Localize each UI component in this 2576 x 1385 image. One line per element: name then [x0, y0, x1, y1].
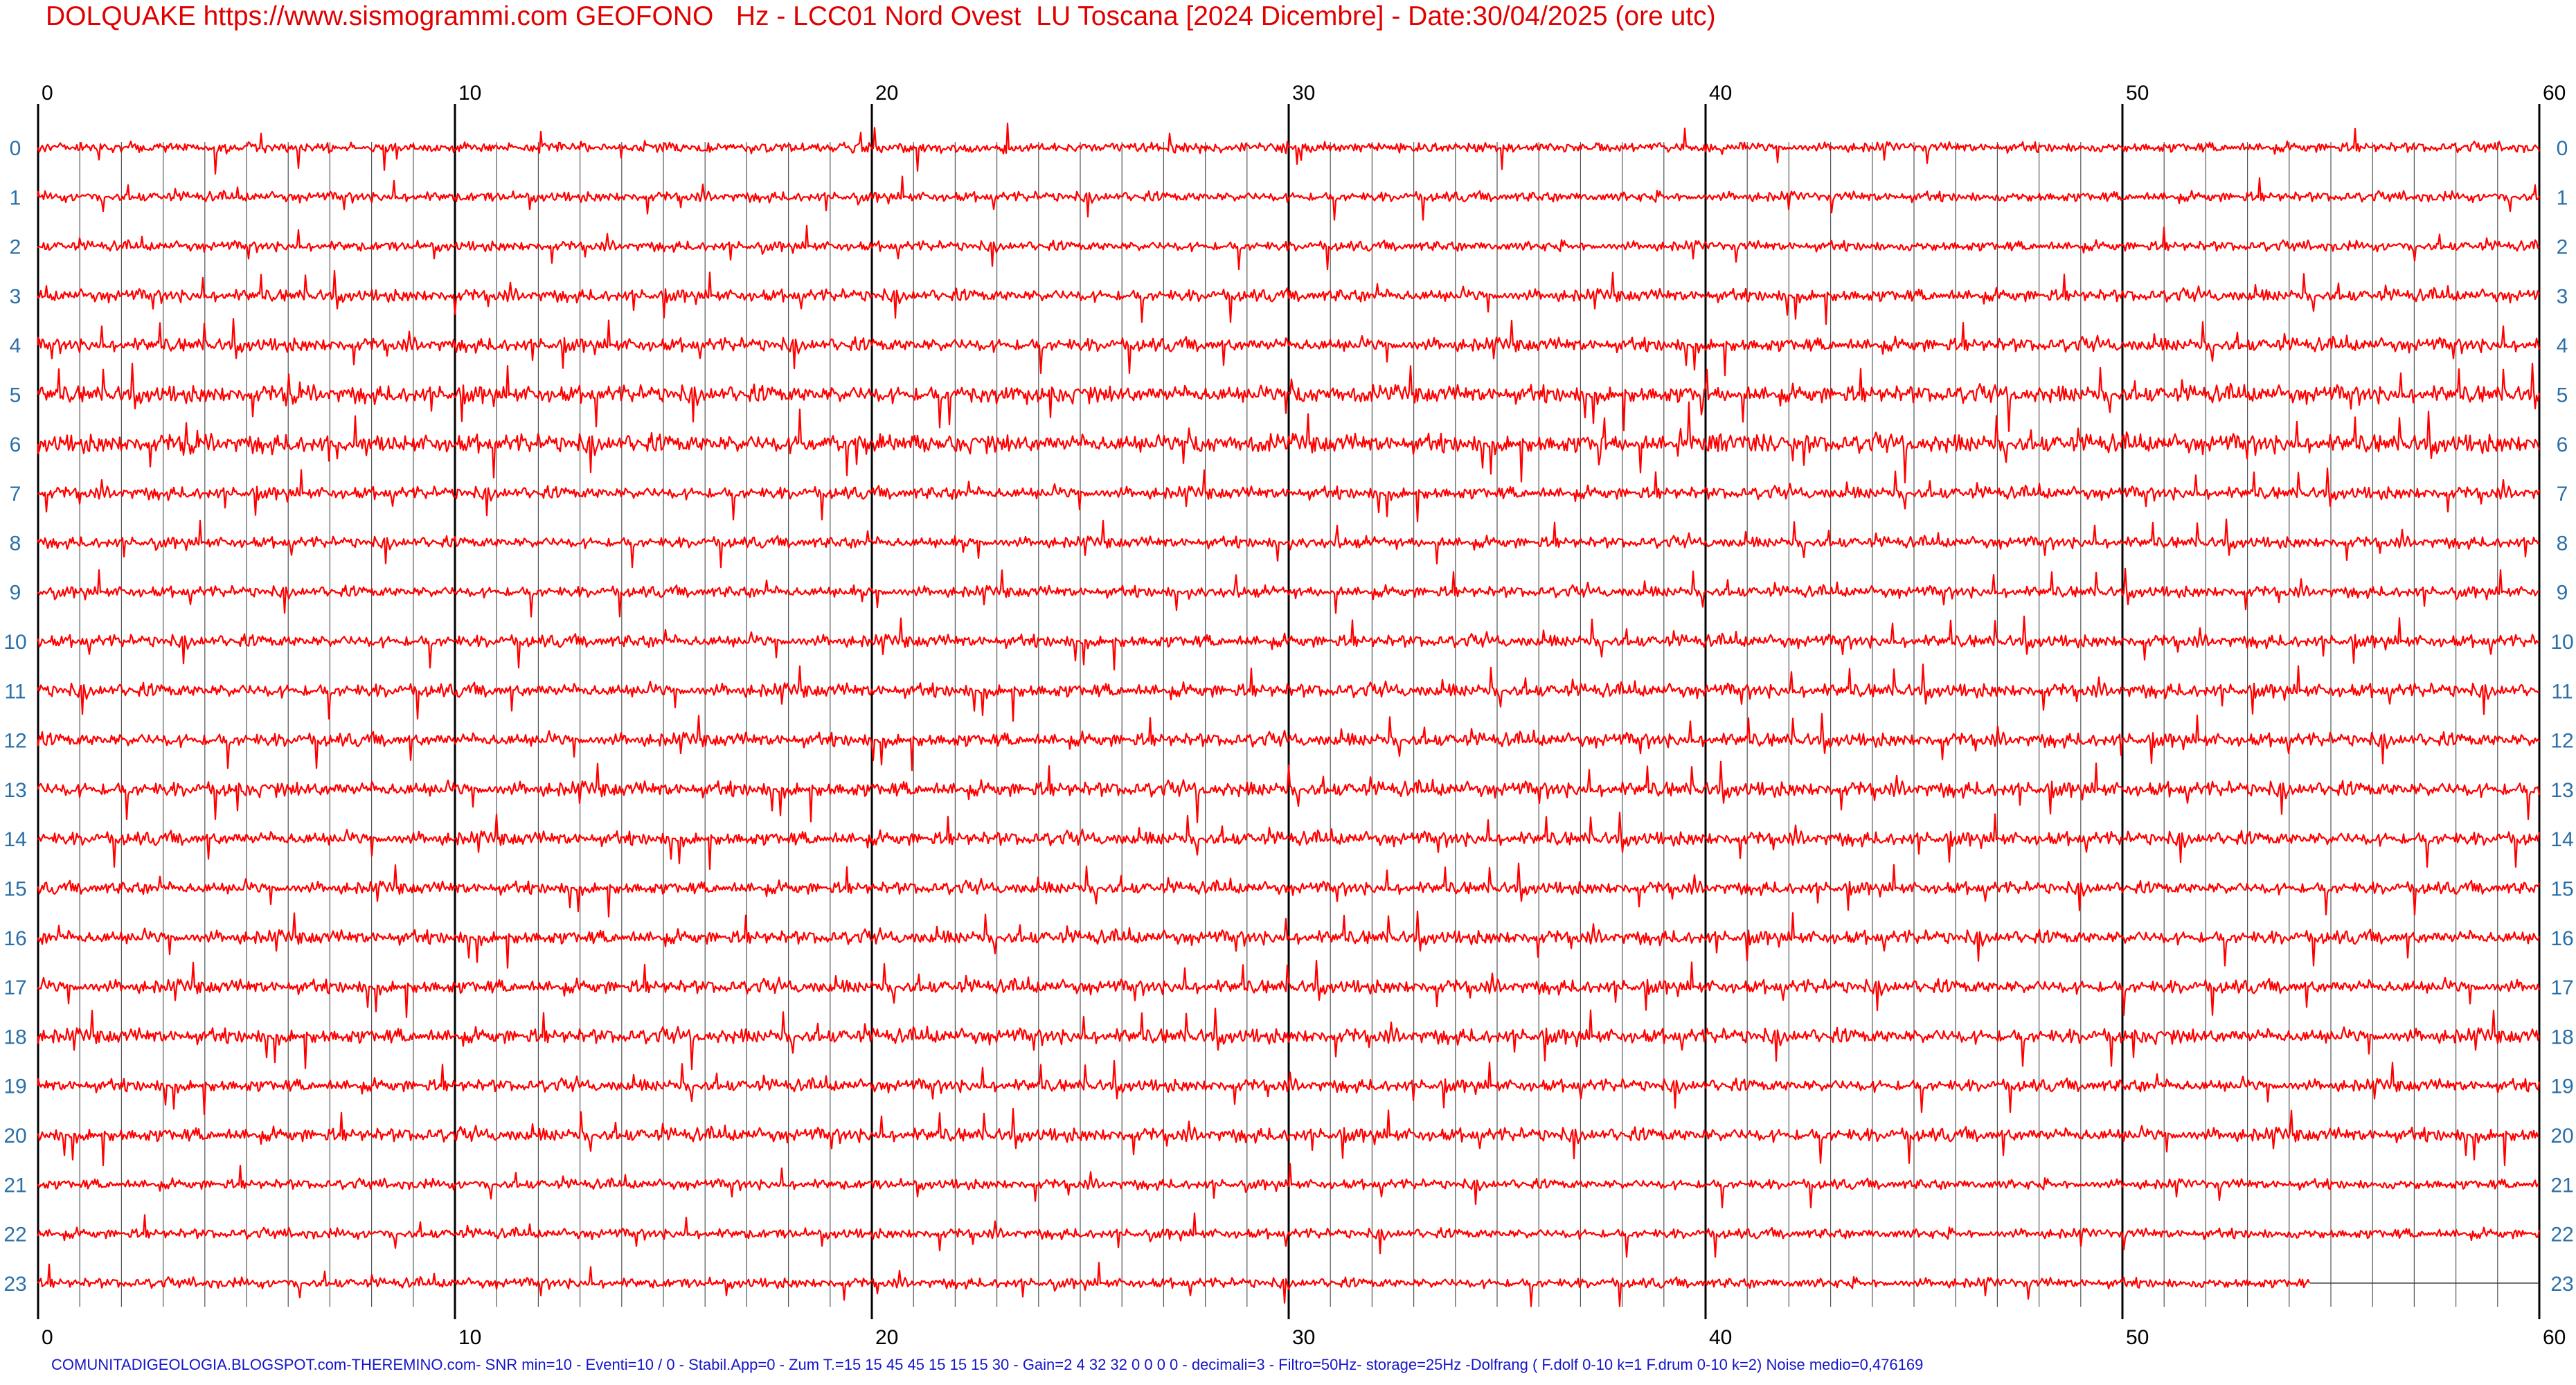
hour-label-right: 22: [2550, 1224, 2573, 1246]
hour-label-left: 6: [10, 434, 21, 456]
seismic-trace-hour-22: [37, 1212, 2541, 1258]
seismic-trace-hour-3: [37, 269, 2541, 325]
chart-title: DOLQUAKE https://www.sismogrammi.com GEO…: [46, 1, 1716, 31]
hour-label-left: 19: [3, 1075, 26, 1098]
hour-label-left: 12: [3, 730, 26, 753]
hour-label-left: 1: [10, 186, 21, 209]
seismic-trace-hour-6: [37, 401, 2541, 483]
hour-label-right: 21: [2550, 1174, 2573, 1197]
seismic-trace-hour-4: [37, 318, 2541, 377]
x-tick-label-bottom: 10: [458, 1326, 481, 1349]
seismic-trace-hour-0: [37, 123, 2541, 175]
hour-label-left: 3: [10, 285, 21, 308]
hour-label-left: 0: [10, 137, 21, 160]
footer-parameters: COMUNITADIGEOLOGIA.BLOGSPOT.com-THEREMIN…: [51, 1356, 1924, 1373]
seismic-trace-hour-11: [37, 663, 2540, 722]
hour-label-right: 14: [2550, 828, 2573, 851]
hour-label-left: 15: [3, 878, 26, 901]
hour-label-left: 10: [3, 631, 26, 654]
seismic-trace-hour-14: [37, 812, 2541, 870]
hour-label-right: 5: [2557, 384, 2568, 407]
seismic-trace-hour-13: [37, 760, 2541, 823]
hour-label-right: 10: [2550, 631, 2573, 654]
hour-label-left: 18: [3, 1026, 26, 1048]
x-tick-label-top: 0: [42, 82, 53, 105]
hour-label-right: 11: [2551, 680, 2573, 703]
hour-label-right: 8: [2557, 532, 2568, 555]
x-tick-label-top: 10: [458, 82, 481, 105]
x-tick-label-bottom: 40: [1709, 1326, 1732, 1349]
hour-label-right: 6: [2557, 434, 2568, 456]
x-tick-label-bottom: 0: [42, 1326, 53, 1349]
hour-label-right: 7: [2557, 483, 2568, 506]
hour-label-right: 19: [2550, 1075, 2573, 1098]
seismic-trace-hour-12: [37, 713, 2540, 771]
x-tick-label-bottom: 50: [2126, 1326, 2149, 1349]
seismic-trace-hour-8: [37, 518, 2540, 569]
hour-label-right: 4: [2557, 334, 2568, 357]
hour-label-right: 13: [2550, 779, 2573, 802]
hour-label-left: 7: [10, 483, 21, 506]
hour-label-left: 4: [10, 334, 21, 357]
hour-label-right: 1: [2557, 186, 2568, 209]
seismic-trace-hour-16: [37, 910, 2541, 969]
x-tick-label-top: 20: [875, 82, 898, 105]
seismic-trace-hour-1: [37, 175, 2541, 221]
seismic-trace-hour-7: [37, 467, 2541, 523]
seismic-trace-hour-17: [37, 960, 2541, 1019]
x-tick-label-top: 40: [1709, 82, 1732, 105]
hour-label-left: 17: [3, 976, 26, 999]
seismic-trace-hour-20: [37, 1107, 2540, 1166]
hour-label-right: 0: [2557, 137, 2568, 160]
hour-label-left: 13: [3, 779, 26, 802]
hour-label-right: 15: [2550, 878, 2573, 901]
hour-label-right: 12: [2550, 730, 2573, 753]
x-tick-label-top: 30: [1292, 82, 1315, 105]
hour-label-right: 20: [2550, 1125, 2573, 1147]
hour-label-right: 16: [2550, 927, 2573, 950]
seismic-trace-hour-19: [37, 1060, 2541, 1115]
hour-label-left: 5: [10, 384, 21, 407]
hour-label-right: 23: [2550, 1273, 2573, 1296]
hour-label-left: 22: [3, 1224, 26, 1246]
hour-label-left: 8: [10, 532, 21, 555]
hour-label-left: 11: [4, 680, 26, 703]
x-tick-label-top: 50: [2126, 82, 2149, 105]
seismic-trace-hour-10: [37, 616, 2540, 671]
hour-label-left: 23: [3, 1273, 26, 1296]
hour-label-right: 3: [2557, 285, 2568, 308]
x-tick-label-bottom: 60: [2543, 1326, 2566, 1349]
seismic-trace-hour-15: [37, 862, 2541, 918]
seismic-trace-hour-18: [37, 1008, 2541, 1071]
hour-label-right: 2: [2557, 236, 2568, 259]
seismic-trace-hour-5: [37, 362, 2541, 432]
hour-label-right: 9: [2557, 582, 2568, 605]
hour-label-left: 20: [3, 1125, 26, 1147]
hour-label-left: 21: [3, 1174, 26, 1197]
x-tick-label-top: 60: [2543, 82, 2566, 105]
hour-label-left: 2: [10, 236, 21, 259]
x-tick-label-bottom: 20: [875, 1326, 898, 1349]
x-tick-label-bottom: 30: [1292, 1326, 1315, 1349]
hour-label-left: 14: [3, 828, 26, 851]
seismic-trace-hour-23: [37, 1262, 2311, 1307]
seismic-trace-hour-21: [37, 1163, 2540, 1208]
hour-label-right: 18: [2550, 1026, 2573, 1048]
seismic-trace-hour-2: [37, 224, 2540, 271]
hour-label-left: 16: [3, 927, 26, 950]
seismic-trace-hour-9: [37, 567, 2540, 618]
hour-label-right: 17: [2550, 976, 2573, 999]
hour-label-left: 9: [10, 582, 21, 605]
